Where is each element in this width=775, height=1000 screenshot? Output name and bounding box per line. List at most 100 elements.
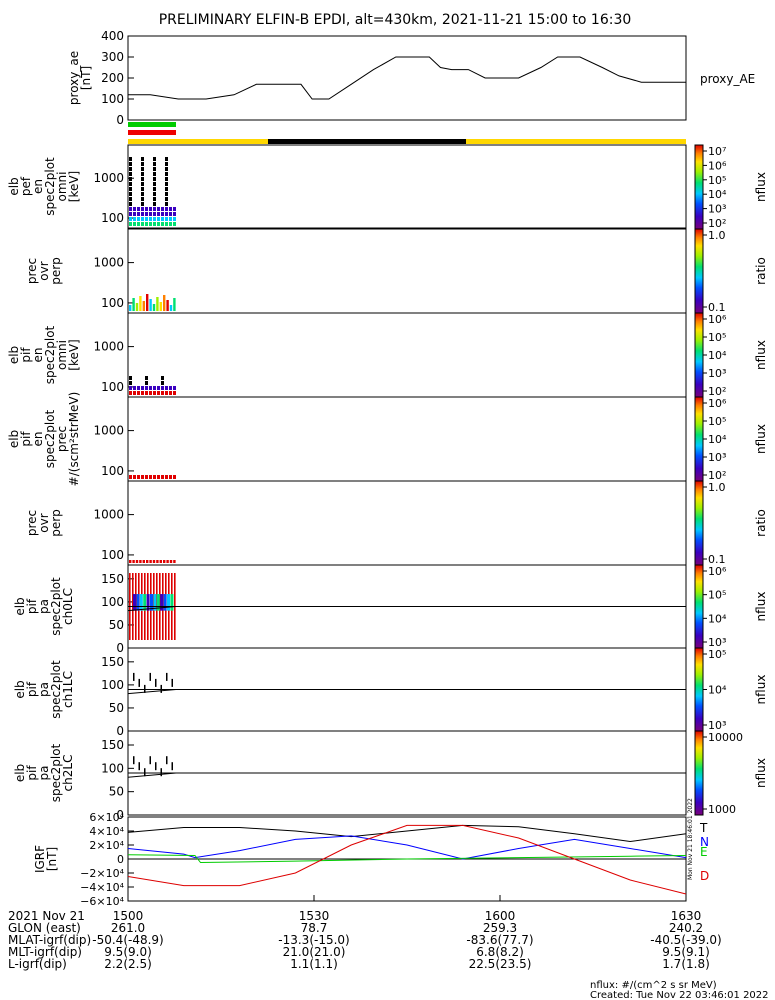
ephem-value: 1600 [485,909,516,923]
cbar-tick-label: 10³ [708,719,726,732]
heatmap-cell [139,594,143,611]
heatmap-cell [133,222,136,226]
panel-ylabel: elb [7,177,21,195]
ephem-row-label: GLON (east) [8,921,81,935]
red-flag-bar [128,130,176,135]
heatmap-cell [129,376,132,380]
heatmap-cell [141,192,144,196]
cbar-label: nflux [754,675,768,705]
heatmap-cell [144,684,146,693]
cbar-label: nflux [754,758,768,788]
cbar-tick-label: 1.0 [708,229,726,242]
heatmap-cell [153,475,156,479]
heatmap-cell [137,386,140,390]
colorbar: 1.0 0.1 ratio [694,480,768,566]
heatmap-cell [153,202,156,206]
proxy-ae-panel: 400 300 200 100 0 proxy_AE proxy_ae[nT] [67,29,755,127]
heatmap-cell [171,762,173,771]
igrf-ytick-label: 2×10⁴ [89,839,124,852]
cbar-tick-label: 10³ [708,636,726,649]
heatmap-cell [141,157,144,161]
heatmap-cell [133,594,136,611]
heatmap-cell [161,217,164,221]
heatmap-cell [141,475,144,479]
heatmap-cell [169,217,172,221]
heatmap-cell [129,560,132,563]
heatmap-cell [153,157,156,161]
heatmap-cell [165,475,168,479]
heatmap-cell [155,678,157,687]
heatmap-cell [141,162,144,166]
colorbar-gradient [694,228,704,314]
ephem-value: 240.2 [669,921,703,935]
heatmap-cell [129,202,132,206]
heatmap-cell [173,391,176,395]
heatmap-cell [153,594,157,611]
proxy-ae-right-label: proxy_AE [700,72,755,86]
proxy-ae-line [128,56,686,100]
heatmap-cell [142,301,145,311]
cbar-label: nflux [754,424,768,454]
ytick-label: 0 [116,808,124,822]
panel-ylabel: ovr [37,261,51,280]
heatmap-cell [132,298,135,311]
heatmap-cell [173,386,176,390]
igrf-ytick-label: −6×10⁴ [80,895,124,908]
cbar-tick-label: 10⁴ [708,612,727,625]
ytick-label: 1000 [93,424,124,438]
cbar-label: ratio [754,257,768,285]
heatmap-cell [129,172,132,176]
footer-units: nflux: #/(cm^2 s sr MeV) [590,980,717,991]
heatmap-cell [153,192,156,196]
heatmap-cell [169,212,172,216]
heatmap-cell [141,167,144,171]
heatmap-cell [160,594,164,611]
cbar-tick-label: 10² [708,217,726,230]
heatmap-cell [149,217,152,221]
colorbar-gradient [694,312,704,398]
colorbar: 10⁶ 10⁵ 10⁴ 10³ 10² nflux [694,312,768,398]
heatmap-cell [145,376,148,380]
stamp: Mon Nov 21 18:46:01 2022 [687,798,694,880]
heatmap-cell [149,475,152,479]
heatmap-cell [141,177,144,181]
heatmap-cell [150,594,153,611]
panel-ylabel: pif [19,431,33,447]
ephem-value: -50.4(-48.9) [92,933,163,947]
heatmap-cell [129,162,132,166]
ytick-label: 100 [101,211,124,225]
cbar-tick-label: 10⁴ [708,433,727,446]
heatmap-cell [142,560,145,563]
heatmap-cell [129,187,132,191]
ae-ytick-label: 200 [101,71,124,85]
heatmap-cell [133,212,136,216]
heatmap-cell [166,672,168,681]
heatmap-cell [129,305,132,311]
heatmap-cell [146,560,149,563]
heatmap-cell [149,212,152,216]
heatmap-cell [163,560,166,563]
heatmap-cell [153,217,156,221]
cbar-tick-label: 0.1 [708,553,726,566]
heatmap-cell [169,560,173,563]
heatmap-cell [152,304,156,311]
heatmap-cell [138,762,140,771]
heatmap-cell [165,222,168,226]
panel-ylabel: prec [25,510,39,536]
panel-ylabel: en [31,179,45,194]
heatmap-cell [165,386,168,390]
colorbar: 10⁶ 10⁵ 10⁴ 10³ 10² nflux [694,396,768,482]
ytick-label: 100 [101,464,124,478]
panel-frame [127,480,687,566]
igrf-ytick-label: 4×10⁴ [89,825,124,838]
heatmap-cell [170,594,174,611]
heatmap-cell [137,391,140,395]
heatmap-cell [153,197,156,201]
heatmap-cell [160,768,162,777]
ae-ytick-label: 0 [116,113,124,127]
panel-ylabel: elb [13,597,27,615]
heatmap-cell [135,560,139,563]
heatmap-cell [145,391,148,395]
